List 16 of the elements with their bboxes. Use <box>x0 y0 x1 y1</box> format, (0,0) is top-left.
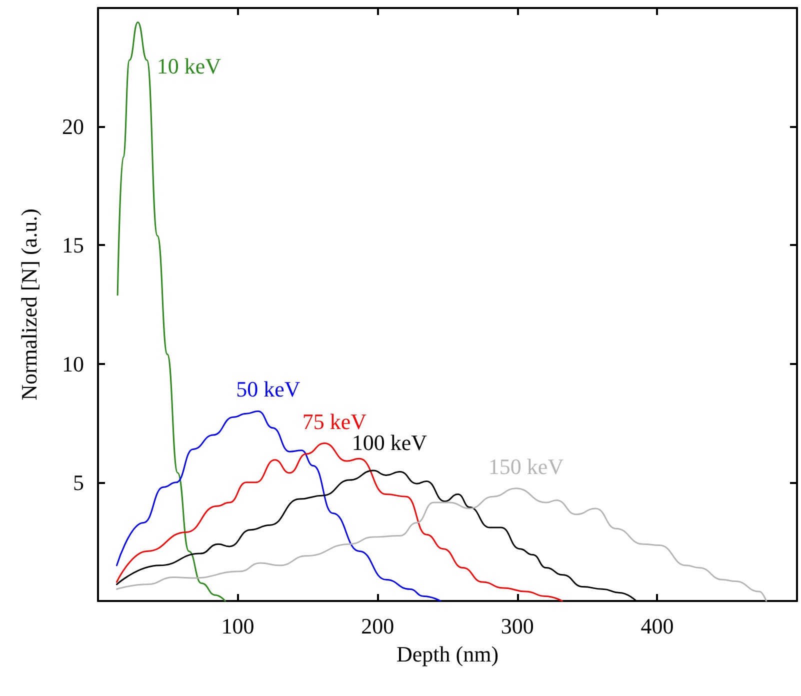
line-series <box>116 21 226 602</box>
series-label: 10 keV <box>156 54 222 79</box>
x-tick-label: 300 <box>500 614 534 638</box>
x-tick-label: 400 <box>640 614 674 638</box>
y-tick-label: 10 <box>62 351 84 376</box>
y-tick-label: 15 <box>62 232 84 258</box>
x-axis-title: Depth (nm) <box>396 642 499 666</box>
y-tick-label: 20 <box>62 114 84 140</box>
x-tick-label: 200 <box>361 614 394 638</box>
line-series <box>116 410 442 602</box>
series-label: 150 keV <box>488 454 564 479</box>
y-axis-title: Normalized [N] (a.u.) <box>16 208 42 400</box>
series-label: 50 keV <box>236 376 300 402</box>
line-series <box>116 488 767 602</box>
y-tick-label: 5 <box>73 470 84 495</box>
x-tick-label: 100 <box>221 614 254 638</box>
